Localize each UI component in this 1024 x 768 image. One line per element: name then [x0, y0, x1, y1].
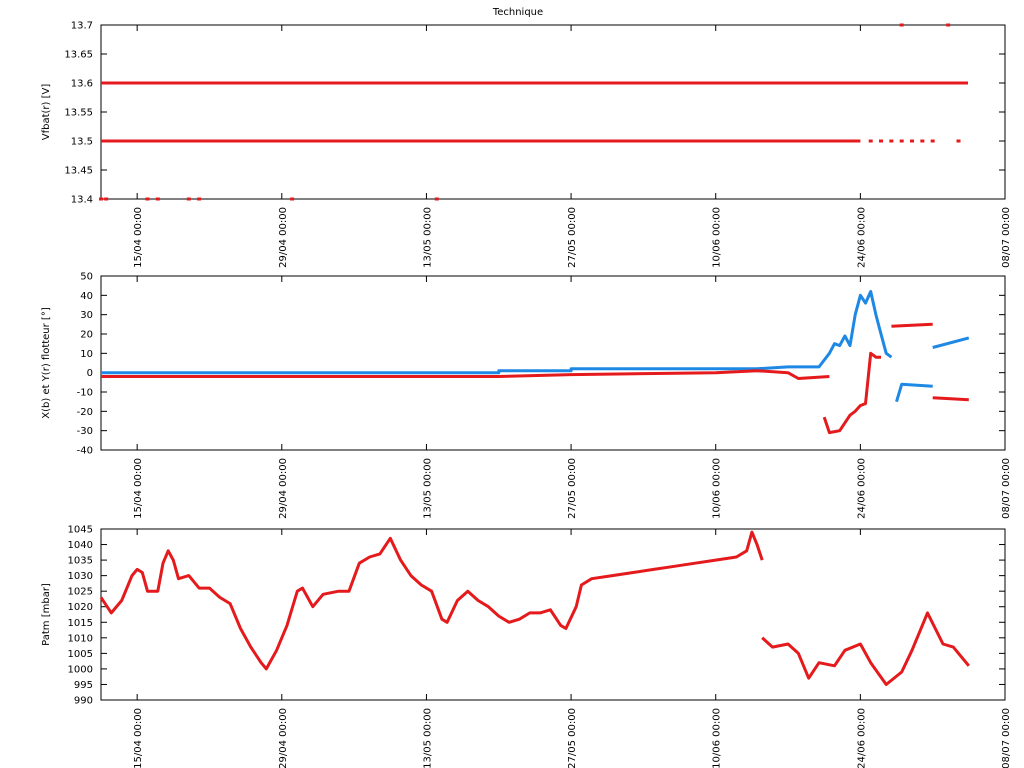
- y-tick-label: 13.5: [71, 137, 93, 148]
- data-point: [956, 139, 961, 143]
- y-tick-label: 13.45: [64, 166, 93, 177]
- y-tick-label: 30: [80, 310, 93, 321]
- x-tick-label: 27/05 00:00: [567, 207, 578, 268]
- y-tick-label: 1025: [68, 587, 93, 598]
- y-tick-label: 13.65: [64, 50, 93, 61]
- data-line: [99, 530, 764, 671]
- y-tick-label: 13.7: [71, 21, 93, 32]
- y-tick-label: 0: [87, 368, 93, 379]
- y-tick-label: 40: [80, 291, 93, 302]
- y-tick-label: 50: [80, 272, 93, 283]
- data-line: [101, 290, 893, 375]
- x-tick-label: 27/05 00:00: [567, 708, 578, 768]
- y-tick-label: 13.55: [64, 108, 93, 119]
- data-point: [155, 197, 160, 201]
- data-line: [895, 382, 933, 403]
- chart-title: Technique: [492, 7, 543, 18]
- x-tick-label: 10/06 00:00: [712, 458, 723, 519]
- data-line: [761, 611, 970, 686]
- data-point: [920, 139, 925, 143]
- data-line: [932, 336, 970, 349]
- y-axis-label: X(b) et Y(r) flotteur [°]: [41, 307, 52, 419]
- y-tick-label: 13.6: [71, 79, 93, 90]
- x-tick-label: 29/04 00:00: [278, 207, 289, 268]
- y-tick-label: 1040: [68, 540, 93, 551]
- data-line: [891, 322, 933, 328]
- data-point: [434, 197, 439, 201]
- data-line: [932, 396, 969, 402]
- data-point: [186, 197, 191, 201]
- data-point: [899, 139, 904, 143]
- x-tick-label: 27/05 00:00: [567, 458, 578, 519]
- y-tick-label: 990: [74, 696, 93, 707]
- x-tick-label: 24/06 00:00: [856, 458, 867, 519]
- y-axis-label: Vfbat(r) [V]: [41, 84, 52, 141]
- data-point: [290, 197, 295, 201]
- x-tick-label: 13/05 00:00: [422, 458, 433, 519]
- x-tick-label: 10/06 00:00: [712, 708, 723, 768]
- x-tick-label: 24/06 00:00: [856, 207, 867, 268]
- data-line: [101, 369, 830, 380]
- x-tick-label: 13/05 00:00: [422, 708, 433, 768]
- y-tick-label: -10: [77, 388, 93, 399]
- data-point: [99, 197, 103, 201]
- plot-frame: [100, 528, 1006, 701]
- data-point: [868, 139, 873, 143]
- x-tick-label: 15/04 00:00: [133, 708, 144, 768]
- y-axis-label: Patm [mbar]: [41, 583, 52, 646]
- y-tick-label: 1030: [68, 571, 93, 582]
- data-point: [104, 197, 109, 201]
- y-tick-label: 1015: [68, 618, 93, 629]
- y-tick-label: 20: [80, 330, 93, 341]
- y-tick-label: 995: [74, 680, 93, 691]
- y-tick-label: 1005: [68, 649, 93, 660]
- y-tick-label: 13.4: [71, 195, 93, 206]
- y-tick-label: 1035: [68, 556, 93, 567]
- x-tick-label: 15/04 00:00: [133, 207, 144, 268]
- data-point: [946, 23, 951, 27]
- y-tick-label: 1045: [68, 525, 93, 536]
- y-tick-label: -40: [77, 446, 93, 457]
- y-tick-label: 1020: [68, 602, 93, 613]
- x-tick-label: 13/05 00:00: [422, 207, 433, 268]
- data-point: [879, 139, 884, 143]
- x-tick-label: 08/07 00:00: [1001, 458, 1012, 519]
- data-line: [822, 351, 881, 435]
- x-tick-label: 29/04 00:00: [278, 708, 289, 768]
- x-tick-label: 10/06 00:00: [712, 207, 723, 268]
- x-tick-label: 15/04 00:00: [133, 458, 144, 519]
- x-tick-label: 08/07 00:00: [1001, 708, 1012, 768]
- y-tick-label: 1000: [68, 664, 93, 675]
- plot-frame: [100, 24, 1006, 200]
- y-tick-label: 10: [80, 349, 93, 360]
- y-tick-label: -20: [77, 407, 93, 418]
- plot-frame: [100, 275, 1006, 451]
- data-point: [910, 139, 915, 143]
- data-point: [899, 23, 904, 27]
- y-tick-label: -30: [77, 426, 93, 437]
- x-tick-label: 29/04 00:00: [278, 458, 289, 519]
- x-tick-label: 24/06 00:00: [856, 708, 867, 768]
- data-point: [145, 197, 150, 201]
- data-point: [197, 197, 202, 201]
- x-tick-label: 08/07 00:00: [1001, 207, 1012, 268]
- data-point: [889, 139, 894, 143]
- data-point: [930, 139, 935, 143]
- y-tick-label: 1010: [68, 633, 93, 644]
